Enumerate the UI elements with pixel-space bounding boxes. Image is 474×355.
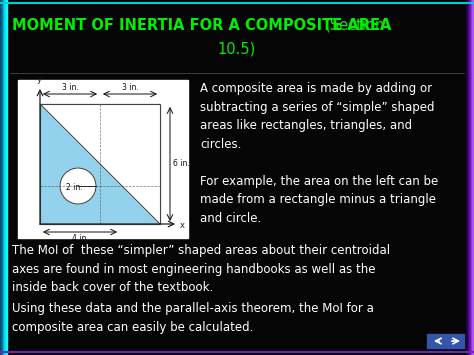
Text: (Section: (Section [325,18,385,33]
Text: y: y [36,75,42,84]
Bar [4,0,6,355]
Bar [1,0,3,355]
Bar [466,0,468,355]
Bar [40,104,160,224]
Text: 3 in.: 3 in. [122,83,138,92]
Bar [0,0,1,355]
Text: 6 in.: 6 in. [173,159,190,169]
Circle shape [60,168,96,204]
Bar [40,104,160,224]
Text: 4 in.: 4 in. [72,234,88,243]
Bar [470,0,471,355]
Bar [446,334,464,348]
Text: MOMENT OF INERTIA FOR A COMPOSITE AREA: MOMENT OF INERTIA FOR A COMPOSITE AREA [12,18,392,33]
Text: 3 in.: 3 in. [62,83,78,92]
Bar [6,0,8,355]
Bar [473,0,474,355]
Polygon shape [40,104,160,224]
Text: 2 in.: 2 in. [66,184,82,192]
Text: For example, the area on the left can be
made from a rectangle minus a triangle
: For example, the area on the left can be… [200,175,438,225]
Text: Using these data and the parallel-axis theorem, the MoI for a
composite area can: Using these data and the parallel-axis t… [12,302,374,333]
Text: A composite area is made by adding or
subtracting a series of “simple” shaped
ar: A composite area is made by adding or su… [200,82,435,151]
Bar [471,0,473,355]
Bar [18,80,188,238]
Text: 10.5): 10.5) [218,42,256,57]
Text: The MoI of  these “simpler” shaped areas about their centroidal
axes are found i: The MoI of these “simpler” shaped areas … [12,244,390,294]
Bar [427,334,445,348]
Bar [3,0,4,355]
Bar [468,0,470,355]
Text: x: x [180,220,185,229]
